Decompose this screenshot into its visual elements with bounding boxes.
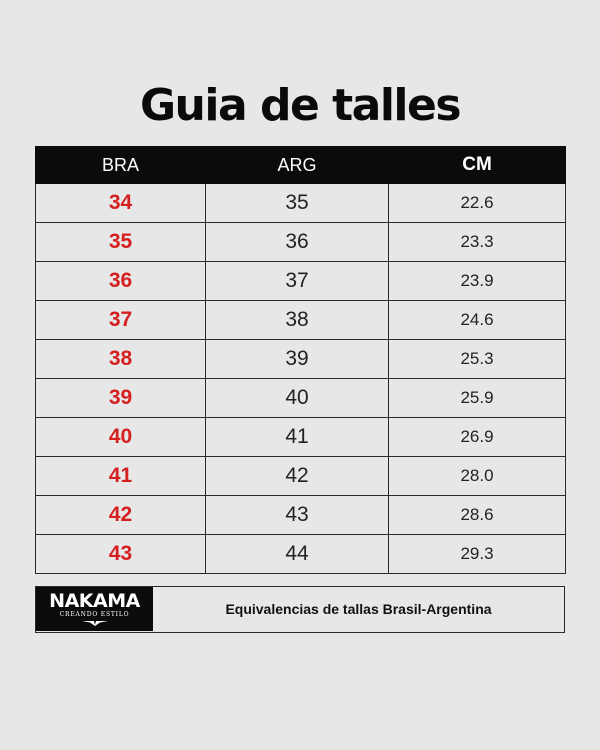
bra-size-cell: 43: [35, 534, 206, 574]
arg-size-cell: 36: [205, 222, 389, 262]
table-body: 34 35 22.6 35 36 23.3 36 37 23.9 37 38 24.6 38 39 25.3…: [35, 183, 566, 574]
cm-length-cell: 25.9: [388, 378, 566, 418]
cm-length-cell: 29.3: [388, 534, 566, 574]
bra-size-cell: 40: [35, 417, 206, 457]
size-chart-table: BRA ARG CM 34 35 22.6 35 36 23.3 36 37 23.9 37 38 2…: [35, 146, 566, 574]
arg-size-cell: 39: [205, 339, 389, 379]
arg-size-cell: 44: [205, 534, 389, 574]
bra-size-cell: 34: [35, 183, 206, 223]
footer-bar: NAKAMA CREANDO ESTILO Equivalencias de t…: [35, 586, 565, 633]
cm-length-cell: 22.6: [388, 183, 566, 223]
cm-length-cell: 23.3: [388, 222, 566, 262]
bra-size-cell: 36: [35, 261, 206, 301]
arg-size-cell: 40: [205, 378, 389, 418]
logo-mark-icon: [81, 621, 108, 626]
bra-size-cell: 39: [35, 378, 206, 418]
table-row: 41 42 28.0: [35, 456, 566, 496]
table-row: 43 44 29.3: [35, 534, 566, 574]
cm-length-cell: 28.6: [388, 495, 566, 535]
table-row: 39 40 25.9: [35, 378, 566, 418]
brand-logo: NAKAMA CREANDO ESTILO: [36, 587, 153, 631]
cm-length-cell: 28.0: [388, 456, 566, 496]
footer-description: Equivalencias de tallas Brasil-Argentina: [225, 601, 492, 617]
table-row: 36 37 23.9: [35, 261, 566, 301]
table-row: 38 39 25.3: [35, 339, 566, 379]
header-bra: BRA: [35, 146, 206, 184]
logo-wordmark: NAKAMA: [49, 590, 140, 612]
arg-size-cell: 42: [205, 456, 389, 496]
arg-size-cell: 41: [205, 417, 389, 457]
bra-size-cell: 41: [35, 456, 206, 496]
cm-length-cell: 23.9: [388, 261, 566, 301]
cm-length-cell: 26.9: [388, 417, 566, 457]
header-cm: CM: [388, 146, 566, 184]
arg-size-cell: 38: [205, 300, 389, 340]
table-row: 37 38 24.6: [35, 300, 566, 340]
bra-size-cell: 35: [35, 222, 206, 262]
table-row: 42 43 28.6: [35, 495, 566, 535]
table-row: 35 36 23.3: [35, 222, 566, 262]
page-title: Guia de talles: [139, 80, 462, 131]
arg-size-cell: 37: [205, 261, 389, 301]
table-row: 34 35 22.6: [35, 183, 566, 223]
table-header-row: BRA ARG CM: [35, 146, 566, 184]
arg-size-cell: 43: [205, 495, 389, 535]
table-row: 40 41 26.9: [35, 417, 566, 457]
arg-size-cell: 35: [205, 183, 389, 223]
cm-length-cell: 24.6: [388, 300, 566, 340]
logo-tagline: CREANDO ESTILO: [59, 611, 130, 618]
bra-size-cell: 42: [35, 495, 206, 535]
bra-size-cell: 38: [35, 339, 206, 379]
header-arg: ARG: [205, 146, 389, 184]
cm-length-cell: 25.3: [388, 339, 566, 379]
bra-size-cell: 37: [35, 300, 206, 340]
